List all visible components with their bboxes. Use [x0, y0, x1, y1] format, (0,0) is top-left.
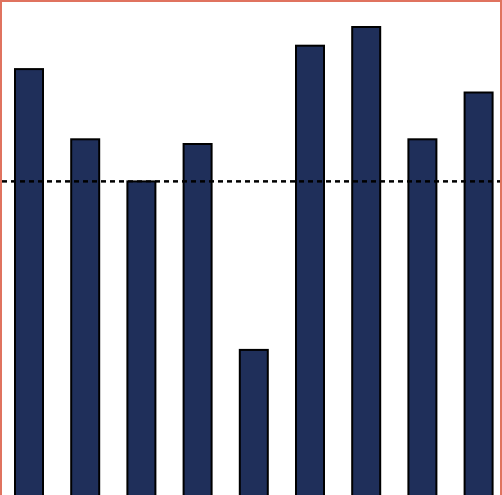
bar-6	[295, 44, 325, 495]
bar-9	[463, 91, 494, 495]
bar-3	[126, 180, 157, 495]
bar-5	[238, 348, 269, 495]
bar-1	[14, 68, 44, 495]
bars-group	[14, 26, 494, 495]
bar-2	[70, 138, 101, 495]
bar-7	[351, 26, 382, 495]
bar-4	[182, 143, 213, 495]
bar-8	[407, 138, 438, 495]
